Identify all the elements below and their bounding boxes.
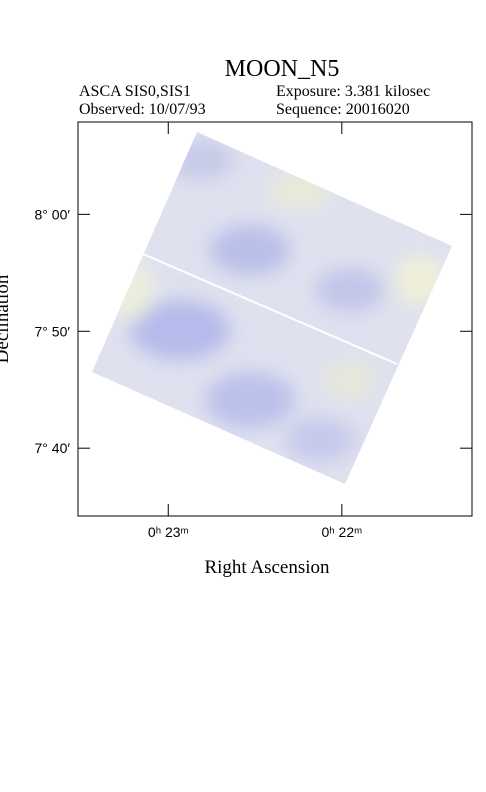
y-tick-label: 7° 50′: [35, 323, 71, 339]
y-axis-label: Declination: [0, 274, 13, 363]
x-tick-label: 0ʰ 22ᵐ: [322, 524, 363, 540]
y-tick-label: 8° 00′: [35, 206, 71, 222]
exposure: Exposure: 3.381 kilosec: [276, 83, 430, 100]
y-tick-label: 7° 40′: [35, 440, 71, 456]
sky-image: [92, 132, 452, 484]
plot-frame: [77, 121, 473, 517]
observed: Observed: 10/07/93: [79, 101, 206, 118]
instrument: ASCA SIS0,SIS1: [79, 83, 191, 100]
x-axis-label: Right Ascension: [204, 557, 330, 578]
chart-title: MOON_N5: [225, 56, 340, 82]
sequence: Sequence: 20016020: [276, 101, 410, 118]
x-tick-label: 0ʰ 23ᵐ: [148, 524, 189, 540]
